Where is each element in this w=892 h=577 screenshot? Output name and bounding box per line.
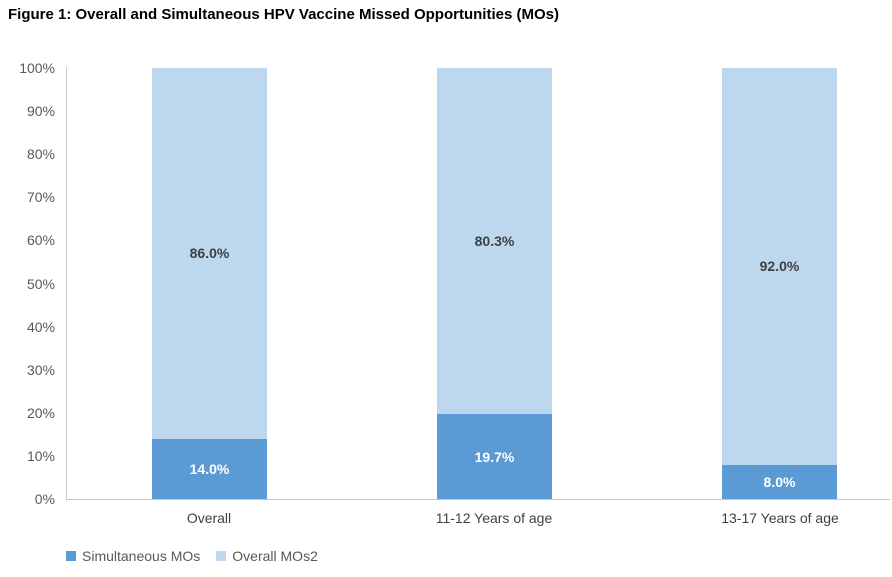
bar-value-label: 92.0% xyxy=(759,258,800,275)
y-tick-label: 50% xyxy=(26,275,55,292)
bar-group: 8.0% 92.0% xyxy=(722,68,837,499)
legend-item: Simultaneous MOs xyxy=(66,548,200,564)
bar-value-label: 19.7% xyxy=(474,448,515,465)
y-axis-line xyxy=(66,67,67,499)
category-label: 11-12 Years of age xyxy=(435,510,553,526)
legend: Simultaneous MOs Overall MOs2 xyxy=(66,548,318,564)
y-tick-label: 80% xyxy=(26,146,55,163)
legend-label: Simultaneous MOs xyxy=(82,548,201,564)
y-tick-label: 0% xyxy=(34,491,55,507)
y-tick-label: 60% xyxy=(26,232,55,249)
bar-value-label: 8.0% xyxy=(763,473,796,490)
bar-segment-simultaneous-mos: 19.7% xyxy=(437,414,552,499)
bar-segment-overall-mos2: 86.0% xyxy=(152,68,267,439)
x-axis-line xyxy=(66,499,890,500)
bar-segment-overall-mos2: 80.3% xyxy=(437,68,552,415)
bar-group: 19.7% 80.3% xyxy=(437,68,552,499)
bar-segment-simultaneous-mos: 14.0% xyxy=(152,438,267,499)
y-tick-label: 10% xyxy=(26,447,55,464)
bar-segment-simultaneous-mos: 8.0% xyxy=(722,464,837,499)
category-label: Overall xyxy=(186,510,232,526)
y-tick-label: 30% xyxy=(26,361,55,378)
bar-group: 14.0% 86.0% xyxy=(152,68,267,499)
y-tick-label: 100% xyxy=(19,60,55,76)
bar-value-label: 80.3% xyxy=(474,233,515,250)
legend-swatch-icon xyxy=(216,551,227,561)
bar-value-label: 14.0% xyxy=(189,460,230,477)
category-label: 13-17 Years of age xyxy=(721,510,839,526)
bar-segment-overall-mos2: 92.0% xyxy=(722,68,837,465)
y-tick-label: 20% xyxy=(26,404,55,421)
y-tick-label: 40% xyxy=(26,318,55,335)
legend-item: Overall MOs2 xyxy=(216,548,318,564)
figure-title: Figure 1: Overall and Simultaneous HPV V… xyxy=(8,6,559,23)
bar-value-label: 86.0% xyxy=(189,245,230,262)
y-tick-label: 90% xyxy=(26,103,55,120)
legend-swatch-icon xyxy=(66,551,76,561)
legend-label: Overall MOs2 xyxy=(232,548,318,564)
y-tick-label: 70% xyxy=(26,189,55,206)
